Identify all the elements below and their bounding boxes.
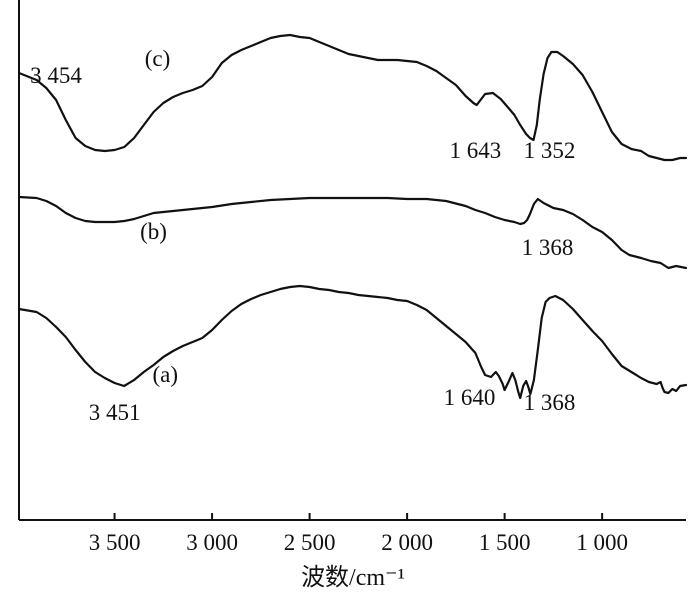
peak-label: 1 352 (524, 138, 576, 163)
x-tick-label: 2 500 (284, 530, 336, 555)
x-tick-label: 1 500 (479, 530, 531, 555)
x-tick-label: 1 000 (576, 530, 628, 555)
peak-label: 3 454 (30, 63, 82, 88)
peak-label: (a) (153, 362, 179, 387)
peak-label: 1 640 (444, 385, 496, 410)
peak-label: (c) (145, 46, 171, 71)
peak-label: 3 451 (89, 400, 141, 425)
peak-annotations: (c) 3 454 1 643 1 352 (b) 1 368 (a) 3 451 1 640 1… (30, 46, 575, 425)
x-tick-label: 3 000 (186, 530, 238, 555)
x-tick-label: 3 500 (89, 530, 141, 555)
peak-label: 1 368 (524, 390, 576, 415)
spectrum-line-a (17, 284, 688, 400)
x-tick-label: 2 000 (381, 530, 433, 555)
x-ticks: 3 500 3 000 2 500 2 000 1 500 1 000 (89, 513, 628, 555)
axes (18, 0, 686, 521)
spectrum-line-b (17, 195, 688, 270)
spectrum-curves (17, 33, 688, 400)
x-axis-label: 波数/cm⁻¹ (301, 564, 405, 591)
peak-label: 1 643 (449, 138, 501, 163)
spectrum-line-c (17, 33, 688, 162)
peak-label: (b) (140, 219, 167, 244)
peak-label: 1 368 (522, 235, 574, 260)
